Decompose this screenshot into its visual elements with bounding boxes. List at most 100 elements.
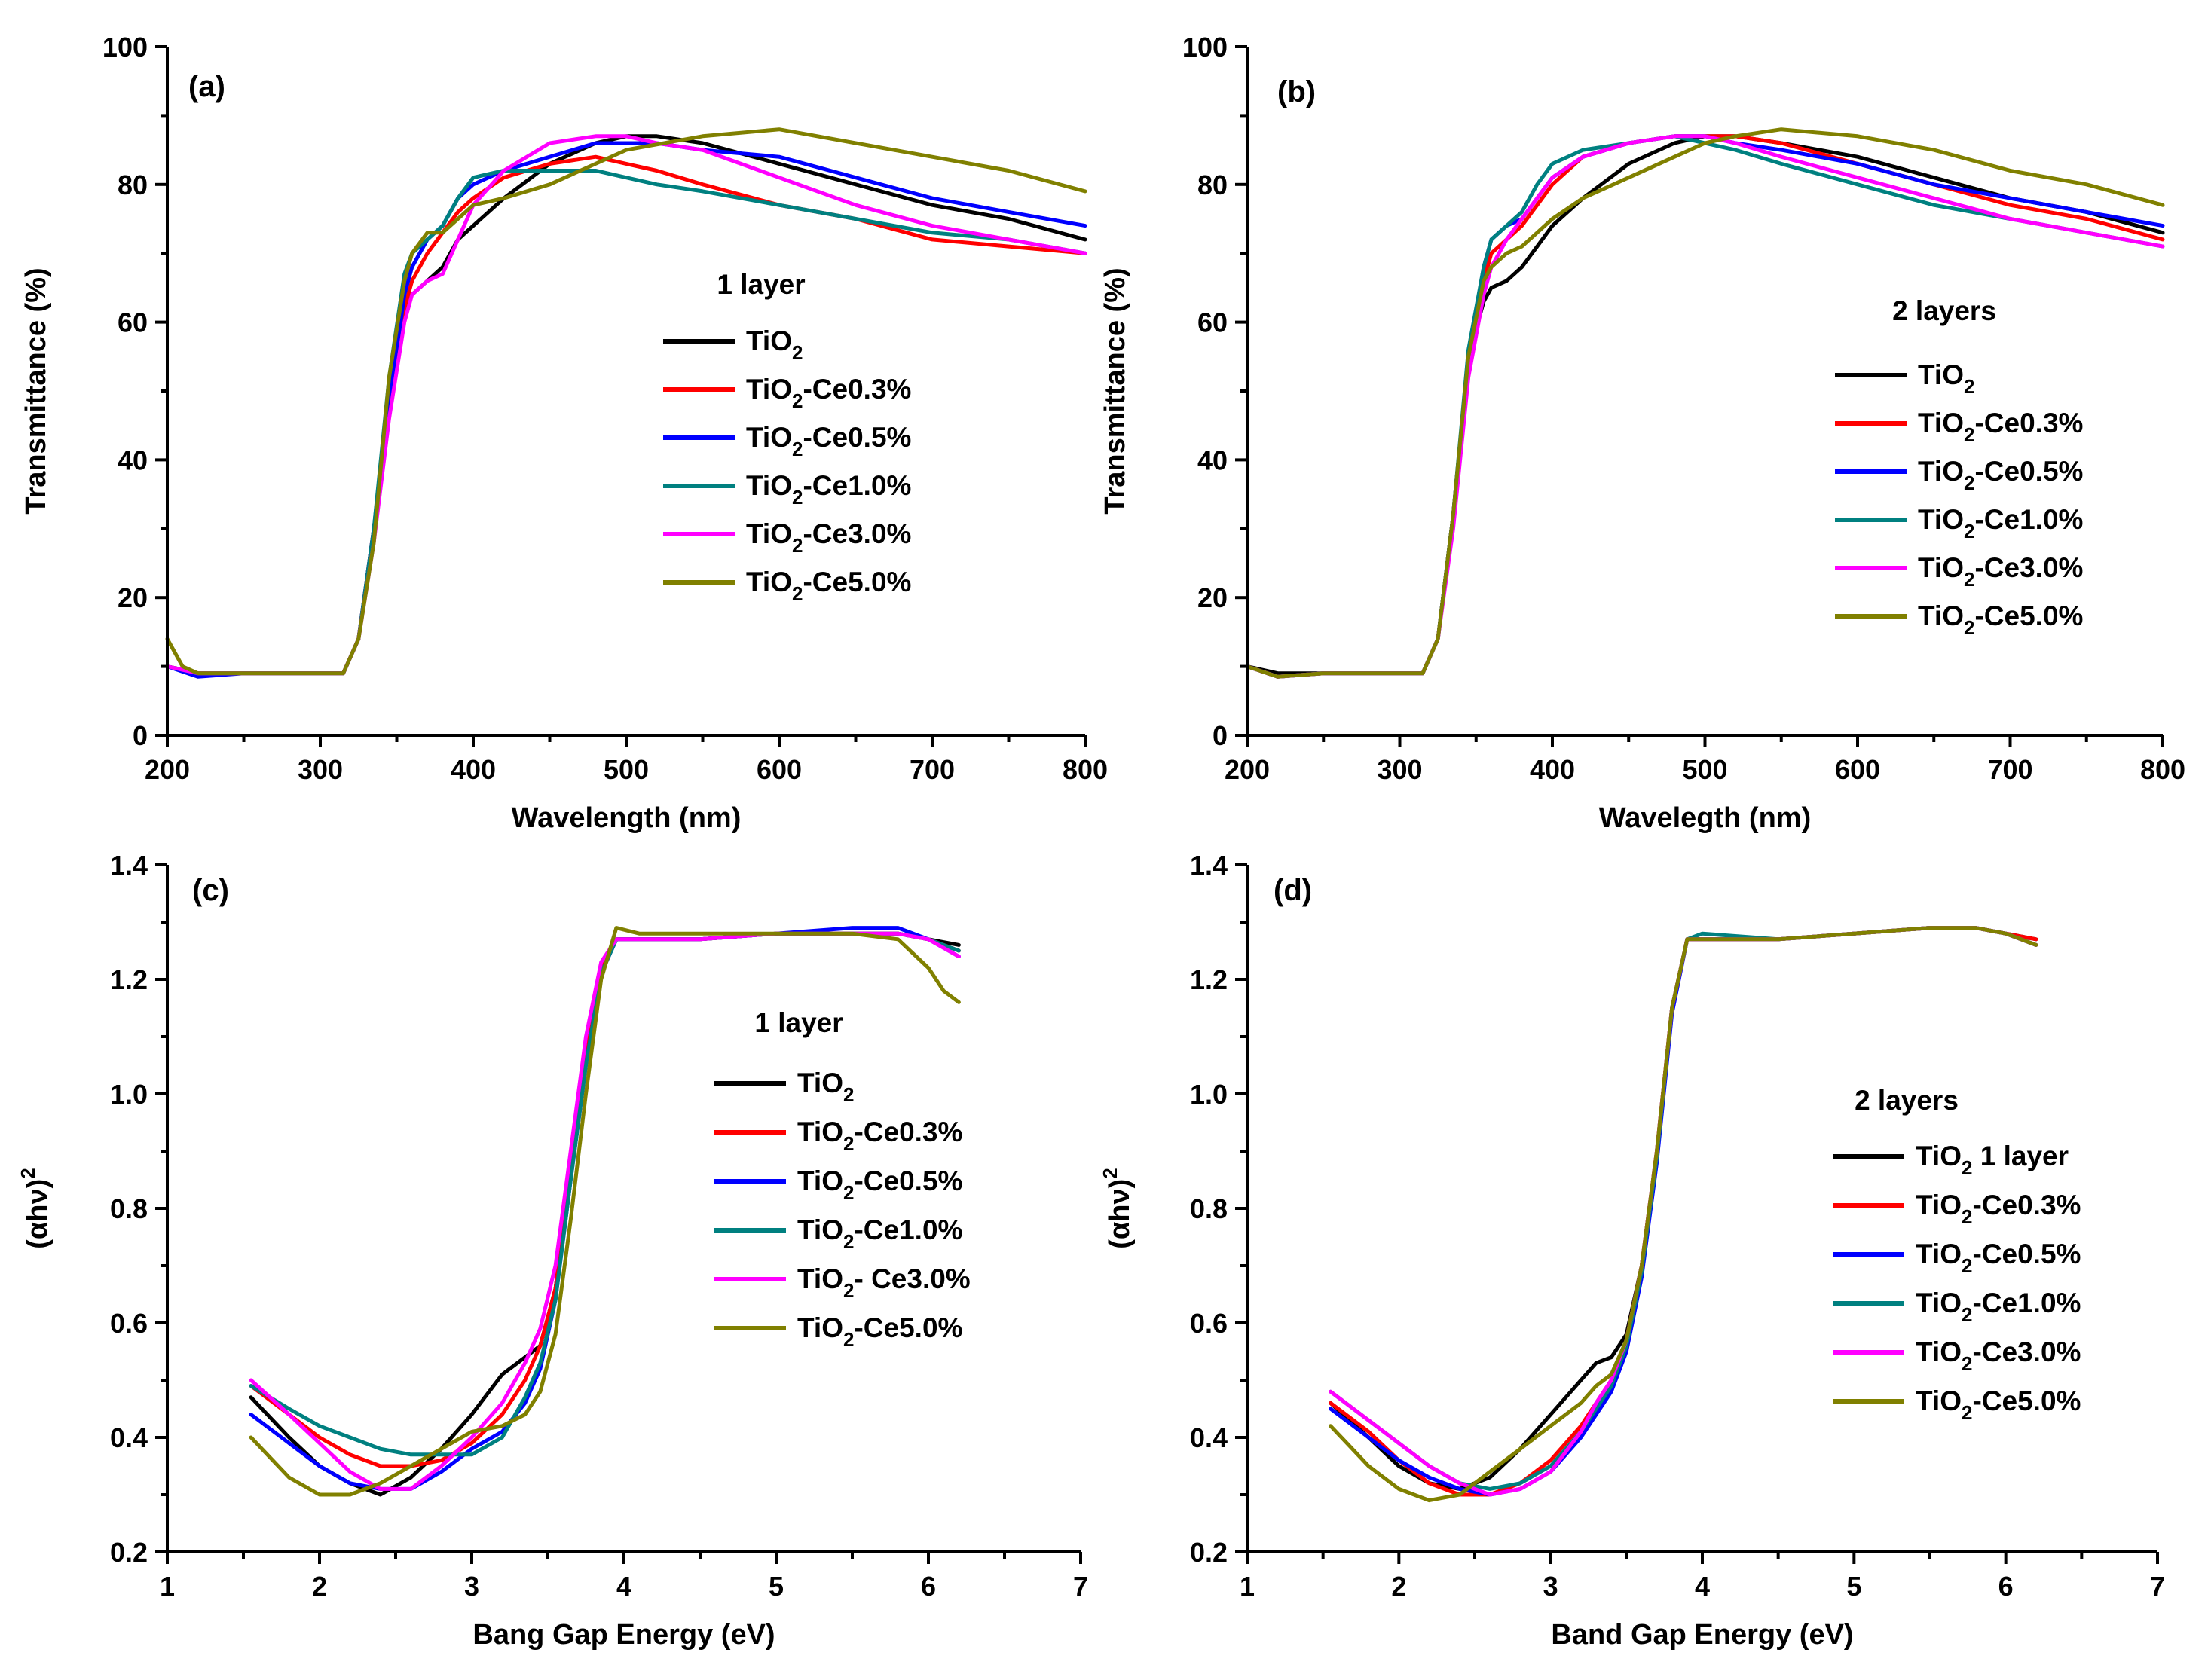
legend-title: 1 layer: [754, 1007, 843, 1038]
x-tick-label: 500: [604, 754, 649, 785]
y-tick-label: 80: [118, 170, 148, 200]
x-tick-label: 400: [451, 754, 496, 785]
x-tick-label: 200: [1225, 754, 1270, 785]
x-tick-label: 800: [2140, 754, 2185, 785]
panel-b: 200 300 400 500 600 700 800 0 20 40 60 80 100 Waveleg…: [1099, 32, 2185, 834]
panel-d: 1 2 3 4 5 6 7 0.2 0.4 0.6 0.8 1.0 1.2 1.4 Band Gap Ene…: [1099, 850, 2165, 1651]
legend-label: TiO2-Ce3.0%: [746, 518, 911, 557]
y-tick-label: 0.2: [110, 1537, 148, 1568]
x-axis-title: Wavelength (nm): [512, 802, 742, 834]
legend-label: TiO2-Ce0.3%: [797, 1116, 962, 1155]
legend-label: TiO2-Ce3.0%: [1918, 552, 2083, 591]
y-axis-title: Transmittance (%): [1099, 267, 1131, 514]
series-line-3: [1245, 134, 2165, 679]
series-line-5: [165, 134, 1087, 676]
x-tick-label: 2: [1391, 1571, 1406, 1602]
y-axis-title: (αhν)2: [1099, 1168, 1136, 1248]
y-axis-title: Transmittance (%): [20, 267, 52, 514]
legend-label: TiO2-Ce0.5%: [1916, 1239, 2081, 1277]
legend-label: TiO2-Ce0.5%: [1918, 456, 2083, 494]
x-tick-label: 3: [1543, 1571, 1558, 1602]
y-tick-label: 60: [118, 307, 148, 338]
y-tick-label: 1.0: [110, 1079, 148, 1110]
legend-label: TiO2-Ce5.0%: [1918, 600, 2083, 639]
legend-label: TiO2-Ce1.0%: [797, 1214, 962, 1253]
y-tick-label: 0.2: [1190, 1537, 1228, 1568]
legend-label: TiO2-Ce0.3%: [1916, 1190, 2081, 1228]
y-tick-label: 20: [1197, 582, 1228, 613]
legend-label: TiO2-Ce1.0%: [1918, 504, 2083, 542]
x-tick-label: 300: [1377, 754, 1422, 785]
legend-label: TiO2-Ce0.3%: [746, 374, 911, 412]
panel-label: (b): [1277, 75, 1316, 108]
x-tick-label: 5: [769, 1571, 784, 1602]
y-tick-label: 1.4: [1190, 850, 1228, 881]
y-tick-label: 0: [1213, 720, 1228, 751]
series-line-2: [1245, 134, 2165, 679]
y-tick-label: 20: [118, 582, 148, 613]
x-tick-label: 6: [1998, 1571, 2014, 1602]
y-axis-title: (αhν)2: [17, 1168, 54, 1248]
x-tick-label: 1: [160, 1571, 175, 1602]
panel-label: (d): [1274, 874, 1312, 907]
legend-title: 1 layer: [717, 269, 805, 300]
x-tick-label: 700: [1987, 754, 2032, 785]
y-tick-label: 1.4: [110, 850, 148, 881]
x-tick-label: 7: [1073, 1571, 1088, 1602]
y-tick-label: 1.2: [1190, 964, 1228, 995]
y-tick-label: 0.8: [110, 1193, 148, 1224]
x-tick-label: 3: [464, 1571, 479, 1602]
legend-label: TiO2-Ce0.5%: [746, 422, 911, 460]
series-line-1: [1245, 134, 2165, 676]
y-tick-label: 1.2: [110, 964, 148, 995]
legend-label: TiO2-Ce5.0%: [1916, 1385, 2081, 1424]
legend-label: TiO2-Ce5.0%: [746, 567, 911, 605]
series-line-6: [1245, 127, 2165, 679]
x-tick-label: 200: [145, 754, 190, 785]
x-tick-label: 600: [1835, 754, 1880, 785]
y-tick-label: 0.8: [1190, 1193, 1228, 1224]
legend-title: 2 layers: [1855, 1085, 1959, 1116]
legend-title: 2 layers: [1892, 295, 1996, 326]
y-tick-label: 0.4: [110, 1422, 148, 1453]
series-line-6: [1329, 926, 2038, 1503]
x-axis-title: Bang Gap Energy (eV): [472, 1619, 775, 1651]
y-tick-label: 0.6: [110, 1308, 148, 1339]
legend-label: TiO2- Ce3.0%: [797, 1263, 971, 1302]
y-tick-label: 0.4: [1190, 1422, 1228, 1453]
x-tick-label: 4: [616, 1571, 631, 1602]
y-tick-label: 40: [1197, 444, 1228, 475]
y-tick-label: 0: [133, 720, 148, 751]
x-tick-label: 600: [757, 754, 802, 785]
panel-a: 200 300 400 500 600 700 800 0 20 40 60 80 100 Wavelen…: [20, 32, 1108, 834]
y-tick-label: 100: [102, 32, 148, 63]
panel-label: (a): [188, 70, 225, 103]
legend-label: TiO2: [746, 325, 803, 364]
series-line-4: [165, 169, 1087, 676]
series-line-3: [165, 141, 1087, 679]
x-tick-label: 5: [1846, 1571, 1861, 1602]
y-tick-label: 60: [1197, 307, 1228, 338]
series-line-5: [249, 931, 961, 1491]
legend-label: TiO2-Ce0.3%: [1918, 408, 2083, 446]
x-tick-label: 500: [1682, 754, 1727, 785]
series-line-1: [165, 134, 1087, 676]
x-tick-label: 2: [312, 1571, 327, 1602]
series-line-6: [165, 127, 1087, 676]
x-tick-label: 800: [1063, 754, 1108, 785]
x-tick-label: 700: [910, 754, 955, 785]
y-tick-label: 100: [1182, 32, 1228, 63]
y-tick-label: 40: [118, 444, 148, 475]
y-tick-label: 0.6: [1190, 1308, 1228, 1339]
series-line-5: [1245, 134, 2165, 679]
legend-label: TiO2 1 layer: [1916, 1141, 2069, 1179]
series-line-1: [249, 931, 961, 1497]
legend-label: TiO2-Ce5.0%: [797, 1312, 962, 1351]
legend-label: TiO2: [1918, 359, 1974, 398]
series-line-3: [249, 926, 961, 1491]
x-tick-label: 300: [298, 754, 343, 785]
legend-label: TiO2-Ce3.0%: [1916, 1336, 2081, 1375]
x-tick-label: 7: [2150, 1571, 2165, 1602]
panel-label: (c): [192, 874, 229, 907]
